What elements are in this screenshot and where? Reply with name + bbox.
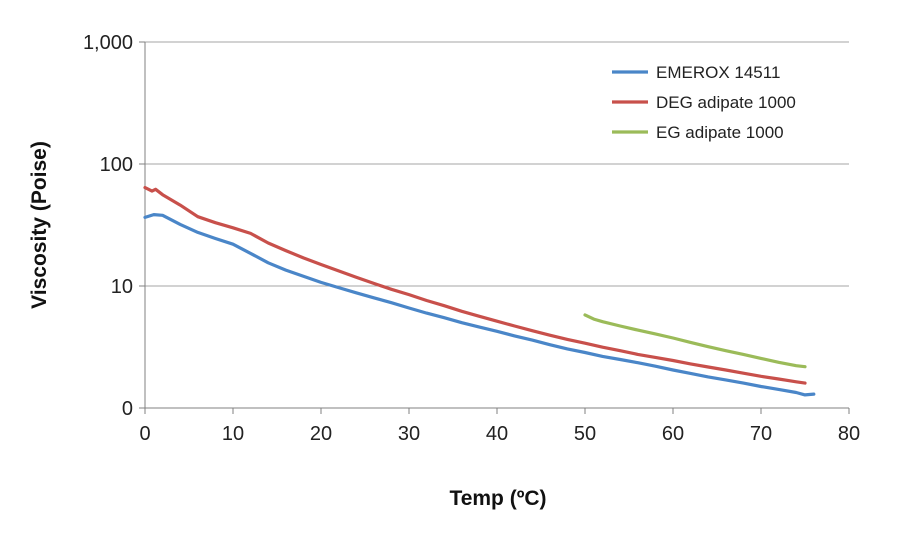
x-tick-label: 50 (574, 423, 596, 445)
x-tick-label: 80 (838, 423, 860, 445)
y-tick-label: 1,000 (83, 32, 133, 54)
legend-label-2: EG adipate 1000 (656, 123, 784, 142)
legend: EMEROX 14511 DEG adipate 1000 EG adipate 1… (612, 63, 796, 142)
y-tick-label: 0 (122, 398, 133, 420)
legend-label-1: DEG adipate 1000 (656, 93, 796, 112)
x-tick-label: 10 (222, 423, 244, 445)
x-tick-label: 40 (486, 423, 508, 445)
gridlines (145, 41, 849, 287)
x-tick-label: 70 (750, 423, 772, 445)
series-lines (143, 186, 816, 397)
legend-label-0: EMEROX 14511 (656, 63, 780, 82)
x-tick-label: 30 (398, 423, 420, 445)
x-tick-label: 60 (662, 423, 684, 445)
series-line-0 (143, 213, 816, 397)
x-axis-title: Temp (ºC) (449, 487, 546, 510)
x-tick-label: 0 (139, 423, 150, 445)
series-line-2 (583, 313, 807, 369)
series-line-1 (143, 186, 807, 385)
y-axis-title: Viscosity (Poise) (28, 141, 51, 309)
y-tick-label: 10 (111, 276, 133, 298)
x-tick-label: 20 (310, 423, 332, 445)
axes: 0 10 100 1,000 0 10 20 30 40 50 60 70 80 (83, 32, 860, 445)
y-tick-label: 100 (100, 154, 133, 176)
